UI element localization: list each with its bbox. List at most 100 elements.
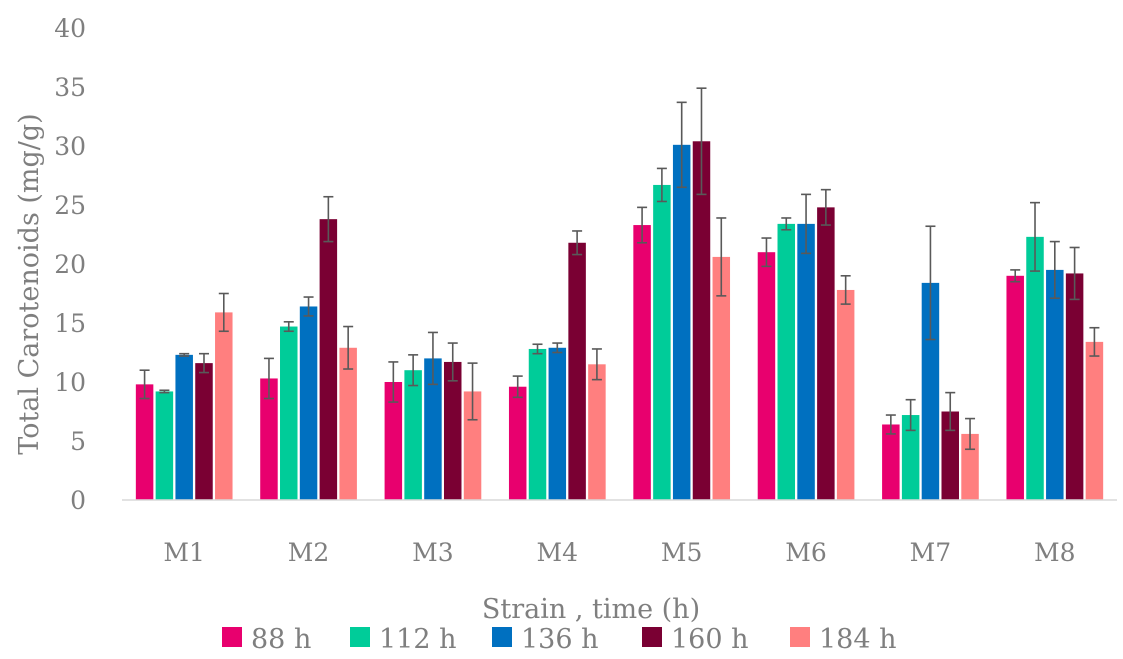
bar-m8-88h	[1006, 275, 1024, 500]
bar-m4-160h	[568, 242, 586, 500]
y-tick-label: 35	[54, 73, 86, 102]
error-bar-m3-184h	[467, 362, 478, 421]
error-bar-m1-88h	[139, 369, 150, 400]
legend-item-88h: 88 h	[222, 624, 311, 655]
x-tick-label: M1	[163, 538, 205, 567]
bar-m3-184h	[463, 391, 482, 500]
y-tick-label: 10	[54, 368, 86, 397]
error-bar-m3-160h	[447, 342, 458, 382]
error-bar-m6-184h	[840, 274, 851, 305]
error-bar-m4-184h	[591, 348, 602, 381]
bar-m1-160h	[195, 363, 213, 500]
error-bar-m7-184h	[965, 417, 976, 451]
bar-m6-136h	[797, 223, 815, 500]
error-bar-m1-160h	[198, 352, 209, 374]
bar-m6-112h	[777, 223, 796, 500]
error-bar-m2-88h	[263, 357, 274, 400]
bar-m2-184h	[339, 347, 357, 500]
legend-swatch	[222, 627, 242, 647]
legend-item-112h: 112 h	[350, 624, 457, 655]
x-tick-label: M4	[537, 538, 579, 567]
y-tick-label: 0	[70, 486, 86, 515]
error-bar-m1-136h	[179, 352, 190, 357]
legend-swatch	[350, 627, 370, 647]
bar-m8-184h	[1085, 341, 1104, 500]
legend-label: 88 h	[251, 624, 311, 655]
error-bar-m7-88h	[885, 414, 896, 435]
legend-swatch	[790, 627, 810, 647]
legend-item-136h: 136 h	[492, 624, 599, 655]
legend-label: 184 h	[819, 624, 897, 655]
bar-m3-136h	[424, 358, 442, 500]
bar-m6-88h	[757, 252, 776, 500]
bar-m2-112h	[280, 326, 298, 500]
legend-label: 136 h	[521, 624, 599, 655]
error-bar-m7-112h	[905, 398, 916, 432]
bar-m8-136h	[1046, 269, 1064, 500]
x-tick-label: M5	[661, 538, 703, 567]
error-bar-m2-160h	[323, 195, 334, 243]
y-tick-label: 5	[70, 427, 86, 456]
bar-m6-160h	[817, 207, 835, 501]
error-bar-m6-88h	[761, 237, 772, 268]
error-bar-m7-160h	[945, 391, 956, 432]
bar-m7-88h	[882, 424, 900, 500]
error-bar-m5-184h	[716, 217, 727, 297]
bars-layer	[135, 141, 1104, 501]
error-bar-m8-112h	[1030, 201, 1041, 272]
error-bar-m5-136h	[676, 101, 687, 189]
legend-item-184h: 184 h	[790, 624, 897, 655]
legend-swatch	[492, 627, 512, 647]
error-bar-m6-160h	[820, 188, 831, 226]
x-tick-label: M2	[288, 538, 330, 567]
error-bar-m6-112h	[781, 217, 792, 231]
error-bar-m3-112h	[408, 354, 419, 387]
bar-m1-112h	[155, 391, 174, 500]
legend-label: 160 h	[671, 624, 749, 655]
error-bar-m4-112h	[532, 343, 543, 355]
y-axis-title: Total Carotenoids (mg/g)	[14, 113, 45, 454]
error-bar-m1-184h	[218, 292, 229, 333]
error-bar-m4-88h	[512, 375, 523, 399]
x-tick-label: M3	[412, 538, 454, 567]
bar-m2-160h	[319, 219, 338, 500]
error-bar-m2-184h	[343, 325, 354, 370]
error-bar-m3-136h	[427, 331, 438, 386]
bar-m1-184h	[215, 312, 233, 500]
error-bar-m8-88h	[1010, 269, 1021, 283]
legend-item-160h: 160 h	[642, 624, 749, 655]
bar-m3-112h	[404, 370, 422, 500]
y-tick-label: 20	[54, 250, 86, 279]
bar-m4-136h	[548, 347, 567, 500]
error-bar-m8-184h	[1089, 326, 1100, 357]
y-tick-label: 30	[54, 132, 86, 161]
error-bar-m8-136h	[1049, 240, 1060, 300]
legend-label: 112 h	[379, 624, 457, 655]
x-axis-ticks: M1 M2 M3 M4 M5 M6 M7 M8	[163, 538, 1075, 567]
bar-m5-88h	[633, 225, 651, 500]
legend: 88 h 112 h 136 h 160 h 184 h	[222, 624, 897, 655]
y-tick-label: 40	[54, 14, 86, 43]
bar-m8-112h	[1026, 236, 1044, 501]
error-bar-m4-136h	[552, 342, 563, 354]
bar-m5-136h	[672, 144, 691, 500]
bar-m5-112h	[653, 184, 671, 500]
bar-m4-88h	[508, 386, 527, 500]
bar-m8-160h	[1065, 273, 1084, 500]
error-bar-m2-136h	[303, 296, 314, 317]
bar-m7-136h	[921, 282, 940, 500]
bar-m7-112h	[901, 415, 920, 500]
bar-m4-184h	[588, 364, 606, 500]
error-bar-m1-112h	[159, 389, 170, 394]
bar-m2-88h	[260, 378, 278, 500]
bar-m3-88h	[384, 382, 403, 500]
y-axis-ticks: 0 5 10 15 20 25 30 35 40	[54, 14, 86, 515]
error-bar-m2-112h	[283, 321, 294, 333]
error-bar-m5-88h	[637, 206, 648, 244]
bar-m5-184h	[712, 256, 731, 500]
bar-m2-136h	[299, 306, 318, 500]
bar-m1-136h	[175, 354, 193, 500]
bar-m6-184h	[836, 289, 855, 500]
error-bar-m5-160h	[696, 87, 707, 196]
